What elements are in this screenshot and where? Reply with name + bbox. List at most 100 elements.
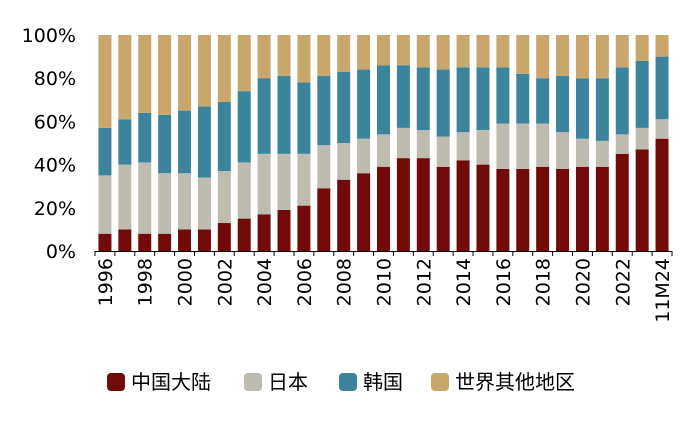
bar-2020-series-0 bbox=[575, 166, 589, 251]
bar-2008-series-3 bbox=[337, 35, 351, 72]
bar-2004-series-0 bbox=[257, 214, 271, 251]
bar-2020-series-1 bbox=[575, 138, 589, 167]
bar-2015-series-1 bbox=[476, 130, 490, 165]
legend-swatch bbox=[244, 373, 262, 391]
bar-2016-series-1 bbox=[496, 123, 510, 169]
legend-swatch bbox=[107, 373, 125, 391]
legend-item-1: 日本 bbox=[244, 370, 308, 394]
bar-2001-series-2 bbox=[197, 106, 211, 178]
bar-2018-series-3 bbox=[536, 35, 550, 79]
bar-2013-series-0 bbox=[436, 166, 450, 251]
bar-2001-series-3 bbox=[197, 35, 211, 107]
bar-1998-series-0 bbox=[138, 233, 152, 251]
bar-2019-series-0 bbox=[556, 168, 570, 251]
bar-2001-series-1 bbox=[197, 177, 211, 230]
bar-2019-series-3 bbox=[556, 35, 570, 77]
bar-2023-series-3 bbox=[635, 35, 649, 61]
bar-2000-series-3 bbox=[178, 35, 192, 111]
bar-1999-series-2 bbox=[158, 114, 172, 174]
bar-2002-series-2 bbox=[217, 101, 231, 172]
bar-2015-series-3 bbox=[476, 35, 490, 68]
bar-2013-series-2 bbox=[436, 69, 450, 137]
bar-2020-series-2 bbox=[575, 78, 589, 139]
bar-2012-series-0 bbox=[416, 158, 430, 251]
bar-2009-series-3 bbox=[357, 35, 371, 70]
bar-2002-series-1 bbox=[217, 171, 231, 223]
legend-item-0: 中国大陆 bbox=[107, 370, 211, 394]
bar-2013-series-3 bbox=[436, 35, 450, 70]
x-tick-label: 2004 bbox=[254, 258, 276, 306]
bar-1996-series-0 bbox=[98, 233, 112, 251]
bar-2014-series-1 bbox=[456, 132, 470, 161]
bar-2012-series-2 bbox=[416, 67, 430, 131]
x-tick-label: 11M24 bbox=[652, 258, 674, 323]
bar-1996-series-3 bbox=[98, 35, 112, 128]
x-tick-label: 2018 bbox=[533, 258, 555, 306]
x-axis: 1996 1998 2000 2002 2004 2006 2008 2010 2012 2014… bbox=[94, 251, 674, 323]
bar-2018-series-1 bbox=[536, 123, 550, 167]
y-tick-label: 60% bbox=[34, 111, 76, 133]
bar-2011-series-1 bbox=[396, 127, 410, 159]
bar-2000-series-0 bbox=[178, 229, 192, 251]
bar-1997-series-3 bbox=[118, 35, 132, 120]
bar-2011-series-0 bbox=[396, 158, 410, 251]
bar-2021-series-3 bbox=[595, 35, 609, 79]
bar-2002-series-0 bbox=[217, 222, 231, 251]
x-tick-label: 2002 bbox=[214, 258, 236, 306]
bar-11M24-series-0 bbox=[655, 138, 669, 251]
bar-1996-series-1 bbox=[98, 175, 112, 234]
bar-2007-series-0 bbox=[317, 188, 331, 251]
legend-swatch bbox=[431, 373, 449, 391]
legend-item-2: 韩国 bbox=[339, 370, 403, 394]
bar-2015-series-2 bbox=[476, 67, 490, 131]
bar-1998-series-1 bbox=[138, 162, 152, 234]
bar-2010-series-3 bbox=[377, 35, 390, 66]
bar-11M24-series-2 bbox=[655, 56, 669, 120]
bar-1999-series-3 bbox=[158, 35, 172, 115]
x-tick-label: 2012 bbox=[413, 258, 435, 306]
legend-label: 韩国 bbox=[363, 370, 403, 394]
bar-2009-series-0 bbox=[357, 173, 371, 251]
x-tick-label: 1996 bbox=[95, 258, 117, 306]
bar-2010-series-0 bbox=[377, 166, 390, 251]
y-tick-label: 20% bbox=[34, 198, 76, 220]
bar-2016-series-3 bbox=[496, 35, 510, 68]
x-tick-label: 2020 bbox=[572, 258, 594, 306]
bar-11M24-series-1 bbox=[655, 119, 669, 139]
bar-2008-series-1 bbox=[337, 143, 351, 180]
bar-11M24-series-3 bbox=[655, 35, 669, 57]
bar-2023-series-2 bbox=[635, 60, 649, 128]
bar-2006-series-1 bbox=[297, 153, 311, 206]
y-tick-label: 80% bbox=[34, 68, 76, 90]
bar-2021-series-1 bbox=[595, 140, 609, 167]
legend-item-3: 世界其他地区 bbox=[431, 370, 575, 394]
bar-2006-series-3 bbox=[297, 35, 311, 83]
bar-1997-series-2 bbox=[118, 119, 132, 165]
bar-2020-series-3 bbox=[575, 35, 589, 79]
bar-2006-series-2 bbox=[297, 82, 311, 154]
bar-2023-series-0 bbox=[635, 149, 649, 251]
bar-2001-series-0 bbox=[197, 229, 211, 251]
x-tick-label: 2014 bbox=[453, 258, 475, 306]
bar-2016-series-2 bbox=[496, 67, 510, 124]
bar-2005-series-0 bbox=[277, 209, 291, 251]
bar-2003-series-3 bbox=[237, 35, 251, 92]
bar-2000-series-1 bbox=[178, 173, 192, 230]
bar-2016-series-0 bbox=[496, 168, 510, 251]
bar-2015-series-0 bbox=[476, 164, 490, 251]
bar-2005-series-2 bbox=[277, 76, 291, 154]
x-tick-label: 2006 bbox=[294, 258, 316, 306]
bar-2000-series-2 bbox=[178, 110, 192, 174]
bar-2007-series-3 bbox=[317, 35, 331, 77]
legend-swatch bbox=[339, 373, 357, 391]
bar-2017-series-1 bbox=[516, 123, 530, 169]
bar-2003-series-1 bbox=[237, 162, 251, 219]
bar-2008-series-2 bbox=[337, 71, 351, 143]
bar-2008-series-0 bbox=[337, 179, 351, 251]
x-tick-label: 2010 bbox=[374, 258, 396, 306]
bar-1997-series-0 bbox=[118, 229, 132, 251]
x-tick-label: 2016 bbox=[493, 258, 515, 306]
bar-2006-series-0 bbox=[297, 205, 311, 251]
